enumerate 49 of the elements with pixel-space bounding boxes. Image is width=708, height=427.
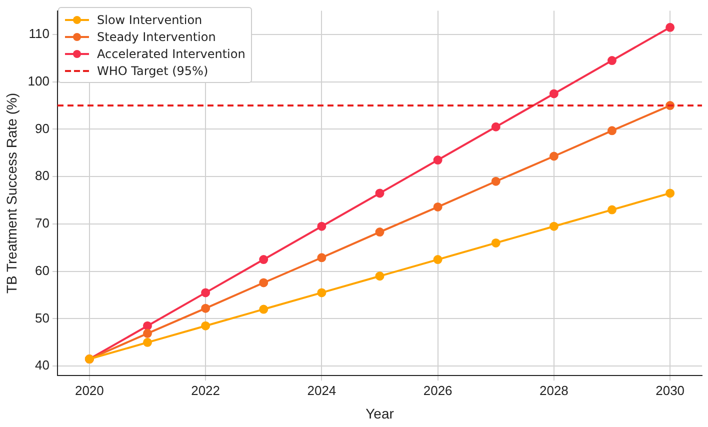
point [549,89,558,98]
x-tick-label: 2024 [307,382,336,398]
x-axis-title: Year [366,405,394,422]
point [491,238,500,248]
point [201,321,210,330]
x-tick-label: 2022 [191,382,220,398]
point [142,321,152,330]
y-tick-label: 60 [35,262,50,278]
point [608,126,616,136]
point [608,205,616,214]
legend-label: Slow Intervention [97,12,202,26]
point [433,255,442,264]
point [317,222,326,231]
point [433,156,442,165]
point [549,152,558,161]
point [201,288,210,298]
y-tick-label: 110 [28,26,50,42]
point [433,202,442,212]
point [491,176,500,186]
point [201,304,210,313]
point [317,253,326,262]
y-tick-label: 100 [28,73,50,88]
legend-label: WHO Target (95%) [97,64,208,78]
y-tick-label: 40 [35,358,50,373]
point [375,228,384,237]
point [666,188,675,198]
point [259,304,268,314]
point [608,56,616,66]
point [375,272,384,281]
y-axis-title: TB Treatment Success Rate (%) [3,92,20,294]
point [142,338,152,347]
point [259,278,268,288]
legend-label: Accelerated Intervention [97,46,246,60]
y-tick-label: 80 [35,168,50,184]
point [375,188,384,198]
point [142,328,152,338]
y-tick-label: 90 [35,120,50,136]
y-tick-label: 70 [35,216,50,231]
x-tick-label: 2026 [423,382,452,398]
point [666,22,675,32]
x-tick-label: 2028 [539,382,568,398]
x-tick-label: 2020 [74,382,104,398]
point [259,255,268,264]
legend-label: Steady Intervention [97,30,216,44]
x-tick-label: 2030 [656,382,685,398]
point [549,222,558,231]
point [317,288,326,298]
y-tick-label: 50 [35,310,50,326]
point [491,122,500,132]
